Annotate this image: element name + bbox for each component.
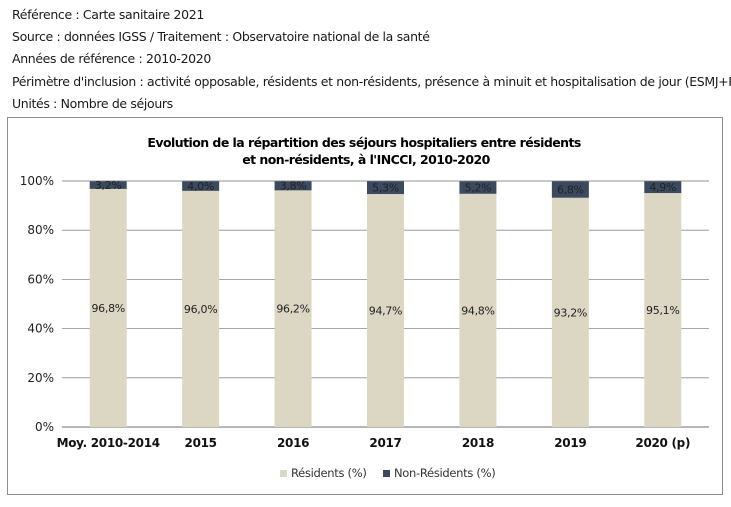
legend: Résidents (%) Non-Résidents (%) xyxy=(280,466,496,480)
x-category-label: Moy. 2010-2014 xyxy=(57,436,160,450)
data-label-residents: 93,2% xyxy=(554,306,587,319)
bar-non-residents xyxy=(459,181,497,194)
y-tick-label: 60% xyxy=(27,272,54,286)
bar-residents xyxy=(274,190,312,427)
bar-non-residents xyxy=(367,181,404,195)
data-label-residents: 96,0% xyxy=(184,303,217,316)
data-label-non-residents: 5,2% xyxy=(465,181,492,194)
y-axis-ticks: 0% 20% 40% 60% 80% 100% xyxy=(20,174,54,434)
x-category-label: 2020 (p) xyxy=(635,436,690,450)
chart-title-line-2: et non-résidents, à l'INCCI, 2010-2020 xyxy=(242,152,490,167)
data-label-residents: 96,2% xyxy=(276,303,309,316)
legend-label-non-residents: Non-Résidents (%) xyxy=(394,466,495,480)
bar-residents xyxy=(551,197,589,427)
data-label-non-residents: 3,2% xyxy=(95,179,122,192)
x-category-label: 2018 xyxy=(462,436,494,450)
chart-title: Evolution de la répartition des séjours … xyxy=(147,135,584,167)
bar-non-residents xyxy=(274,181,312,191)
x-axis-categories: Moy. 2010-2014 2015 2016 2017 2018 2019 2020 (… xyxy=(57,436,691,450)
reference-line: Référence : Carte sanitaire 2021 xyxy=(12,7,204,22)
bar-non-residents xyxy=(89,181,127,189)
data-label-residents: 96,8% xyxy=(91,302,124,315)
bar-residents xyxy=(89,188,127,427)
data-label-residents: 94,7% xyxy=(369,305,402,318)
legend-label-residents: Résidents (%) xyxy=(291,466,367,480)
x-category-label: 2017 xyxy=(369,436,401,450)
bar-residents xyxy=(182,190,220,427)
data-label-non-residents: 3,8% xyxy=(280,180,307,193)
x-category-label: 2015 xyxy=(185,436,217,450)
data-label-non-residents: 6,8% xyxy=(557,183,584,196)
chart-title-line-1: Evolution de la répartition des séjours … xyxy=(147,135,581,150)
reference-years-line: Années de référence : 2010-2020 xyxy=(12,51,211,67)
bar-residents xyxy=(459,193,497,427)
bar-non-residents xyxy=(644,181,682,194)
stacked-bar-chart: Evolution de la répartition des séjours … xyxy=(20,135,709,480)
bar-non-residents xyxy=(182,181,220,191)
y-tick-label: 0% xyxy=(35,420,54,434)
data-label-non-residents: 4,9% xyxy=(649,181,676,194)
y-tick-label: 40% xyxy=(27,322,54,336)
bar-non-residents xyxy=(551,181,589,198)
y-tick-label: 100% xyxy=(20,174,54,188)
y-tick-label: 80% xyxy=(27,223,54,237)
legend-swatch-non-residents xyxy=(383,470,390,477)
source-line: Source : données IGSS / Traitement : Obs… xyxy=(12,29,430,45)
x-category-label: 2016 xyxy=(277,436,309,450)
bar-residents xyxy=(644,193,682,427)
data-label-non-residents: 5,3% xyxy=(372,182,399,195)
scope-line: Périmètre d'inclusion : activité opposab… xyxy=(12,73,731,89)
data-label-residents: 94,8% xyxy=(461,304,494,317)
y-tick-label: 20% xyxy=(27,371,54,385)
data-labels: 96,8% 3,2% 96,0% 4,0% 96,2% 3,8% 94,7% 5,3% 94,8… xyxy=(62,179,709,319)
data-label-non-residents: 4,0% xyxy=(187,180,214,193)
chart-frame: Evolution de la répartition des séjours … xyxy=(7,117,723,495)
data-label-residents: 95,1% xyxy=(646,304,679,317)
units-line: Unités : Nombre de séjours xyxy=(12,95,173,111)
bar-residents xyxy=(367,194,404,427)
x-category-label: 2019 xyxy=(554,436,586,450)
source-metadata: Référence : Carte sanitaire 2021 Source … xyxy=(12,4,731,115)
legend-swatch-residents xyxy=(280,470,287,477)
bars xyxy=(89,181,682,427)
